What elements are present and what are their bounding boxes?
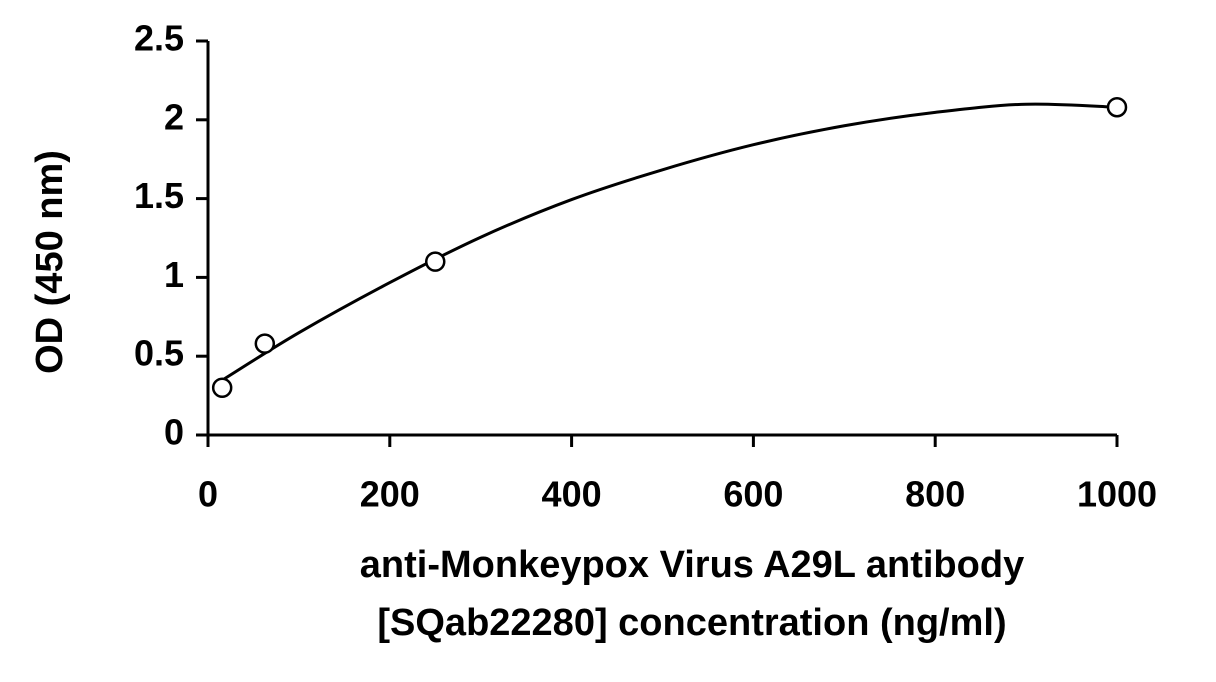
- x-tick-label: 0: [198, 474, 218, 515]
- x-tick-label: 400: [542, 474, 602, 515]
- data-point: [1106, 96, 1128, 118]
- fit-curve: [221, 102, 1118, 382]
- x-axis-title: [SQab22280] concentration (ng/ml): [377, 602, 1006, 644]
- data-point: [211, 377, 233, 398]
- x-tick-label: 800: [905, 474, 965, 515]
- y-tick-label: 0: [164, 412, 184, 453]
- data-point: [425, 251, 446, 272]
- y-axis-title: OD (450 nm): [29, 150, 71, 374]
- x-axis-title: anti-Monkeypox Virus A29L antibody: [360, 544, 1024, 586]
- y-tick-label: 1.5: [134, 175, 184, 216]
- y-tick-label: 0.5: [134, 333, 184, 374]
- x-tick-label: 1000: [1077, 474, 1157, 515]
- y-tick-label: 2.5: [134, 18, 184, 59]
- x-tick-label: 200: [360, 474, 420, 515]
- y-tick-label: 1: [164, 254, 184, 295]
- x-tick-label: 600: [723, 474, 783, 515]
- y-tick-label: 2: [164, 96, 184, 137]
- data-point: [254, 333, 276, 354]
